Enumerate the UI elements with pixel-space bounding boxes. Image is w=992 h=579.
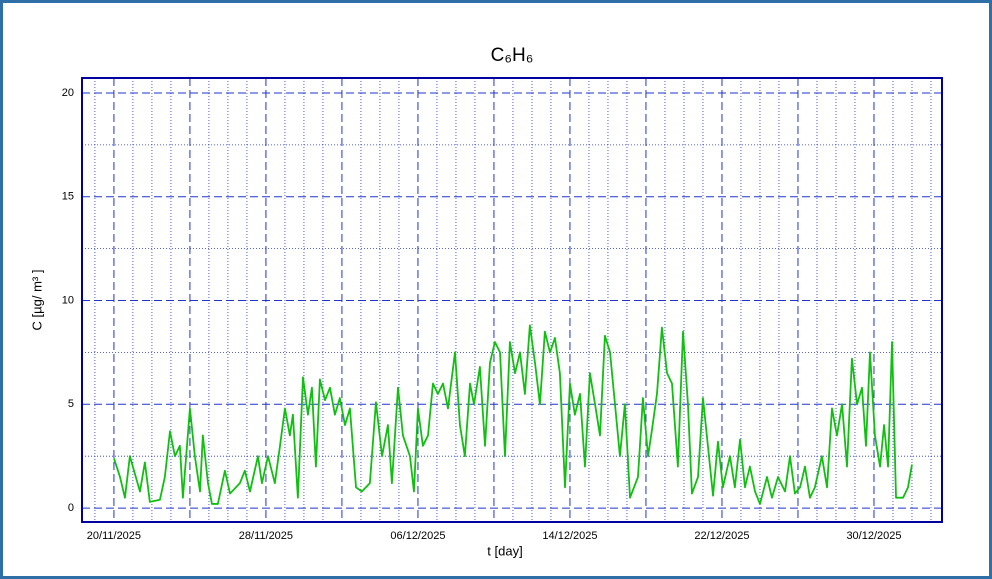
x-tick-label: 20/11/2025: [87, 530, 141, 542]
y-tick-label: 0: [68, 502, 74, 514]
chart-title: C₆H₆: [491, 45, 534, 66]
x-tick-label: 28/11/2025: [239, 530, 293, 542]
y-tick-label: 5: [68, 398, 74, 410]
x-tick-label: 14/12/2025: [542, 530, 597, 542]
x-tick-label: 06/12/2025: [390, 530, 445, 542]
data-line: [113, 324, 913, 505]
y-axis-label: C [µg/ m³ ]: [29, 270, 44, 331]
plot-border: [81, 77, 943, 523]
x-tick-label: 30/12/2025: [846, 530, 901, 542]
y-tick-label: 20: [62, 87, 74, 99]
y-tick-label: 15: [62, 191, 74, 203]
y-tick-label: 10: [62, 294, 74, 306]
x-axis-label: t [day]: [487, 543, 522, 558]
plot-area: [82, 78, 942, 522]
x-tick-label: 22/12/2025: [694, 530, 749, 542]
